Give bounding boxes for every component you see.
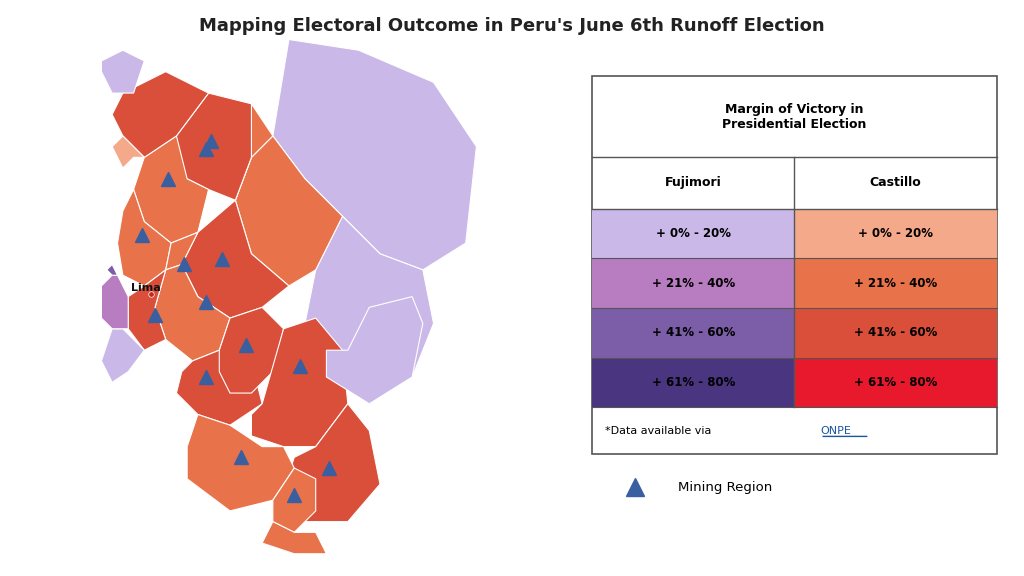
FancyBboxPatch shape <box>795 258 996 308</box>
FancyBboxPatch shape <box>795 358 996 407</box>
Polygon shape <box>182 200 289 318</box>
Text: Lima: Lima <box>131 283 161 293</box>
Polygon shape <box>155 264 230 361</box>
Text: *Data available via: *Data available via <box>605 426 715 435</box>
Polygon shape <box>101 50 144 93</box>
Text: Mining Region: Mining Region <box>678 481 772 494</box>
Polygon shape <box>133 136 209 243</box>
FancyBboxPatch shape <box>592 209 795 258</box>
Polygon shape <box>101 275 128 329</box>
Text: + 0% - 20%: + 0% - 20% <box>655 227 731 240</box>
FancyBboxPatch shape <box>592 258 795 308</box>
Polygon shape <box>272 40 476 270</box>
Polygon shape <box>262 522 327 554</box>
FancyBboxPatch shape <box>795 209 996 258</box>
Polygon shape <box>118 190 171 286</box>
Text: + 21% - 40%: + 21% - 40% <box>854 276 937 290</box>
Text: ONPE: ONPE <box>820 426 851 435</box>
FancyBboxPatch shape <box>592 358 795 407</box>
Polygon shape <box>284 404 380 522</box>
Polygon shape <box>101 329 144 382</box>
Text: + 41% - 60%: + 41% - 60% <box>854 326 937 339</box>
Text: + 21% - 40%: + 21% - 40% <box>651 276 735 290</box>
Text: + 61% - 80%: + 61% - 80% <box>651 376 735 389</box>
Text: Fujimori: Fujimori <box>665 176 722 190</box>
Polygon shape <box>176 350 262 425</box>
Polygon shape <box>187 93 272 200</box>
FancyBboxPatch shape <box>592 77 996 454</box>
Polygon shape <box>128 270 166 350</box>
Text: Castillo: Castillo <box>869 176 922 190</box>
Text: Margin of Victory in
Presidential Election: Margin of Victory in Presidential Electi… <box>722 103 866 131</box>
Text: + 41% - 60%: + 41% - 60% <box>651 326 735 339</box>
Polygon shape <box>106 264 118 275</box>
Text: Mapping Electoral Outcome in Peru's June 6th Runoff Election: Mapping Electoral Outcome in Peru's June… <box>200 17 824 35</box>
Polygon shape <box>187 415 294 511</box>
Text: + 0% - 20%: + 0% - 20% <box>858 227 933 240</box>
Polygon shape <box>272 468 315 532</box>
Polygon shape <box>166 232 198 270</box>
FancyBboxPatch shape <box>592 308 795 358</box>
Text: + 61% - 80%: + 61% - 80% <box>854 376 937 389</box>
Polygon shape <box>219 308 284 393</box>
Polygon shape <box>327 297 423 404</box>
Polygon shape <box>305 216 433 404</box>
FancyBboxPatch shape <box>795 308 996 358</box>
Polygon shape <box>252 318 348 446</box>
Polygon shape <box>113 71 209 157</box>
Polygon shape <box>166 93 252 200</box>
Polygon shape <box>236 136 342 286</box>
Polygon shape <box>113 136 144 168</box>
